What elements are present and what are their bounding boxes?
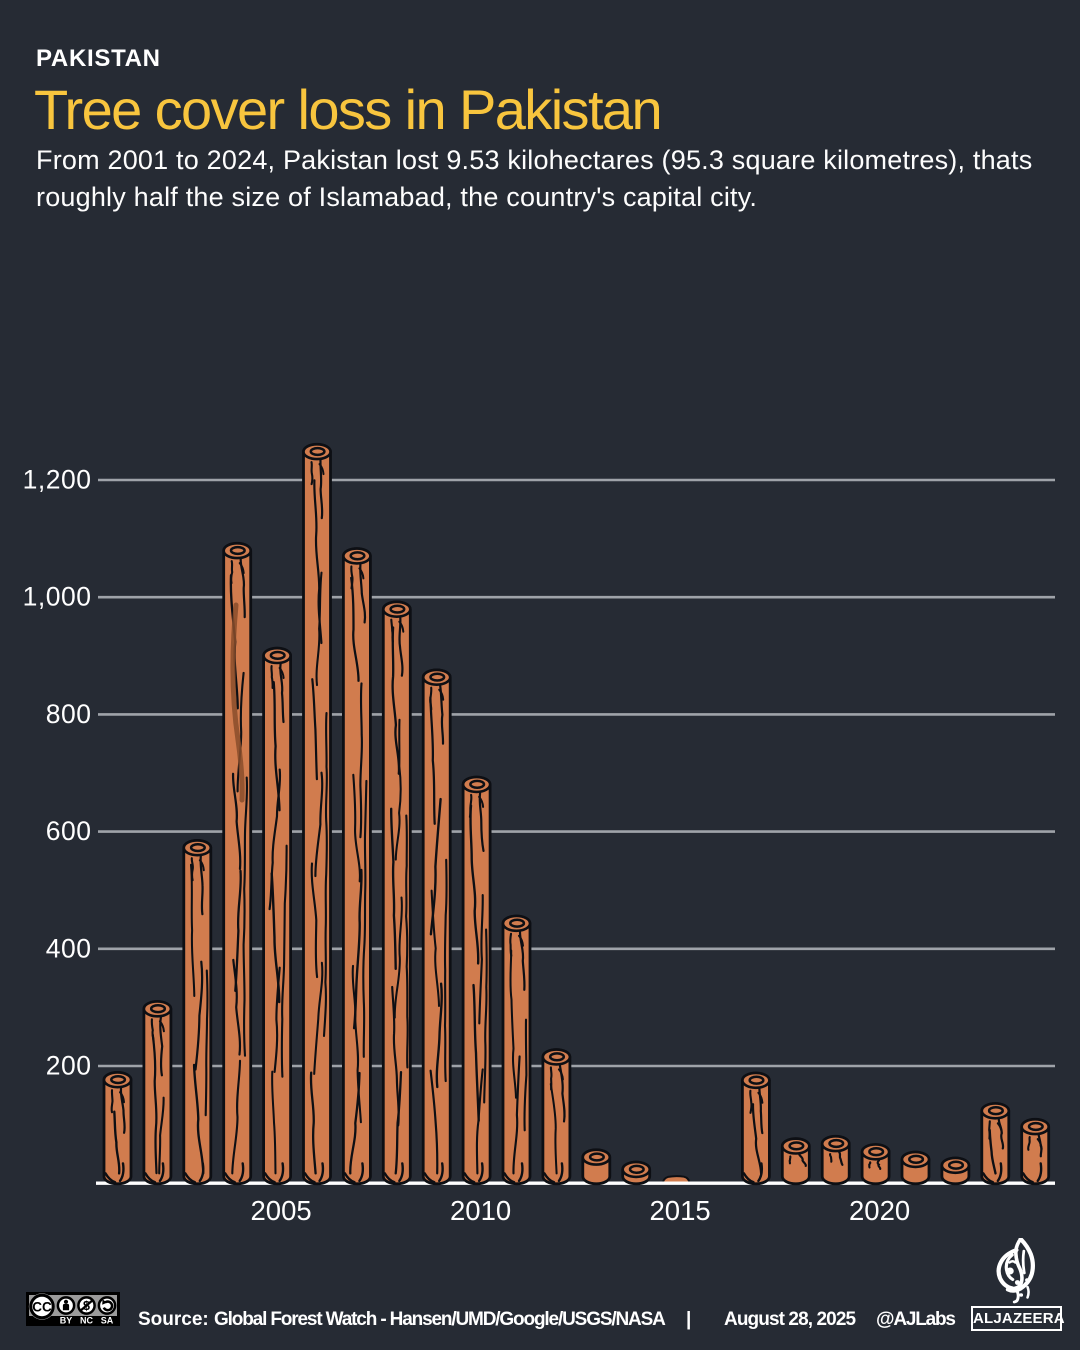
svg-text:SA: SA: [101, 1315, 114, 1325]
svg-text:2020: 2020: [849, 1195, 910, 1226]
svg-text:600: 600: [46, 816, 92, 846]
svg-text:800: 800: [46, 699, 92, 729]
svg-text:400: 400: [46, 933, 92, 963]
svg-text:2005: 2005: [251, 1195, 312, 1226]
svg-text:2015: 2015: [650, 1195, 711, 1226]
svg-text:CC: CC: [32, 1300, 52, 1315]
svg-text:1,200: 1,200: [23, 465, 92, 495]
svg-text:200: 200: [46, 1051, 92, 1081]
svg-text:2010: 2010: [450, 1195, 511, 1226]
svg-text:BY: BY: [60, 1315, 73, 1325]
svg-text:1,000: 1,000: [23, 582, 92, 612]
svg-text:NC: NC: [80, 1315, 93, 1325]
